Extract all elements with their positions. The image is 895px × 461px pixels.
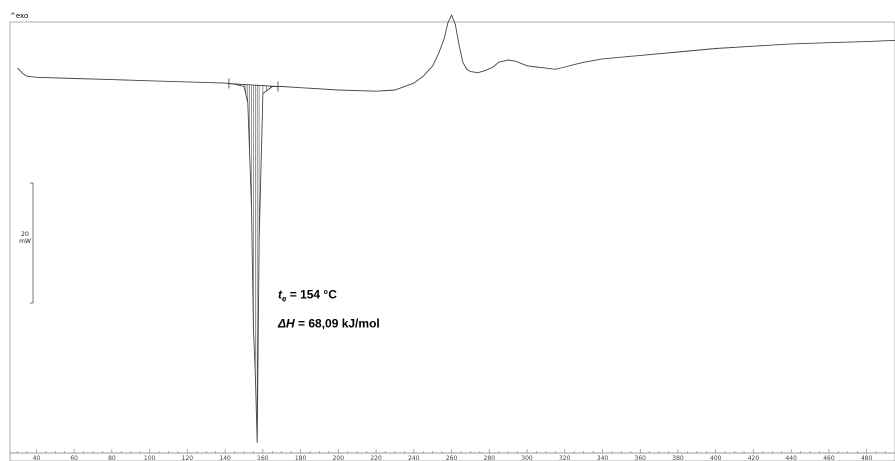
integration-hatching <box>239 84 271 443</box>
scale-bar: 20 mW <box>19 182 34 304</box>
baseline-line <box>228 83 278 87</box>
annotation-value: = 154 °C <box>286 288 337 302</box>
x-tick-label: 400 <box>710 455 722 461</box>
x-tick-label: 340 <box>597 455 609 461</box>
annotation-1: te = 154 °C <box>278 288 337 304</box>
x-tick-label: 80 <box>108 455 116 461</box>
annotation-symbol: t <box>278 288 283 302</box>
x-tick-label: 440 <box>785 455 797 461</box>
x-tick-label: 360 <box>635 455 647 461</box>
x-tick-label: 280 <box>484 455 496 461</box>
x-tick-label: 100 <box>144 455 156 461</box>
dsc-curve <box>17 13 895 443</box>
x-tick-label: 60 <box>70 455 78 461</box>
annotation-symbol: ΔH <box>277 316 295 330</box>
x-tick-label: 160 <box>257 455 269 461</box>
plot-frame <box>9 21 895 461</box>
x-tick-label: 240 <box>408 455 420 461</box>
annotation-subscript: e <box>282 295 287 304</box>
scale-bar-unit: mW <box>19 238 31 245</box>
x-tick-label: 220 <box>370 455 382 461</box>
annotation-value: = 68,09 kJ/mol <box>295 316 380 330</box>
annotation-2: ΔH = 68,09 kJ/mol <box>277 316 380 330</box>
x-tick-label: 320 <box>559 455 571 461</box>
x-tick-label: 180 <box>295 455 307 461</box>
x-tick-label: 460 <box>823 455 835 461</box>
exo-label: ^exo <box>10 12 28 20</box>
x-tick-label: 260 <box>446 455 458 461</box>
x-tick-label: 140 <box>219 455 231 461</box>
x-axis: 40 60 80 100 120 140 160 180 200 220 240 260 280 300 3… <box>10 449 895 461</box>
integration-baseline <box>228 78 279 92</box>
annotations: te = 154 °C ΔH = 68,09 kJ/mol <box>277 288 380 331</box>
x-tick-label: 420 <box>748 455 760 461</box>
x-tick-label: 200 <box>333 455 345 461</box>
x-tick-label: 380 <box>672 455 684 461</box>
x-tick-label: 300 <box>521 455 533 461</box>
x-tick-label: 480 <box>861 455 873 461</box>
x-tick-label: 120 <box>182 455 194 461</box>
x-tick-label: 40 <box>33 455 41 461</box>
scale-bar-value: 20 <box>21 231 29 238</box>
